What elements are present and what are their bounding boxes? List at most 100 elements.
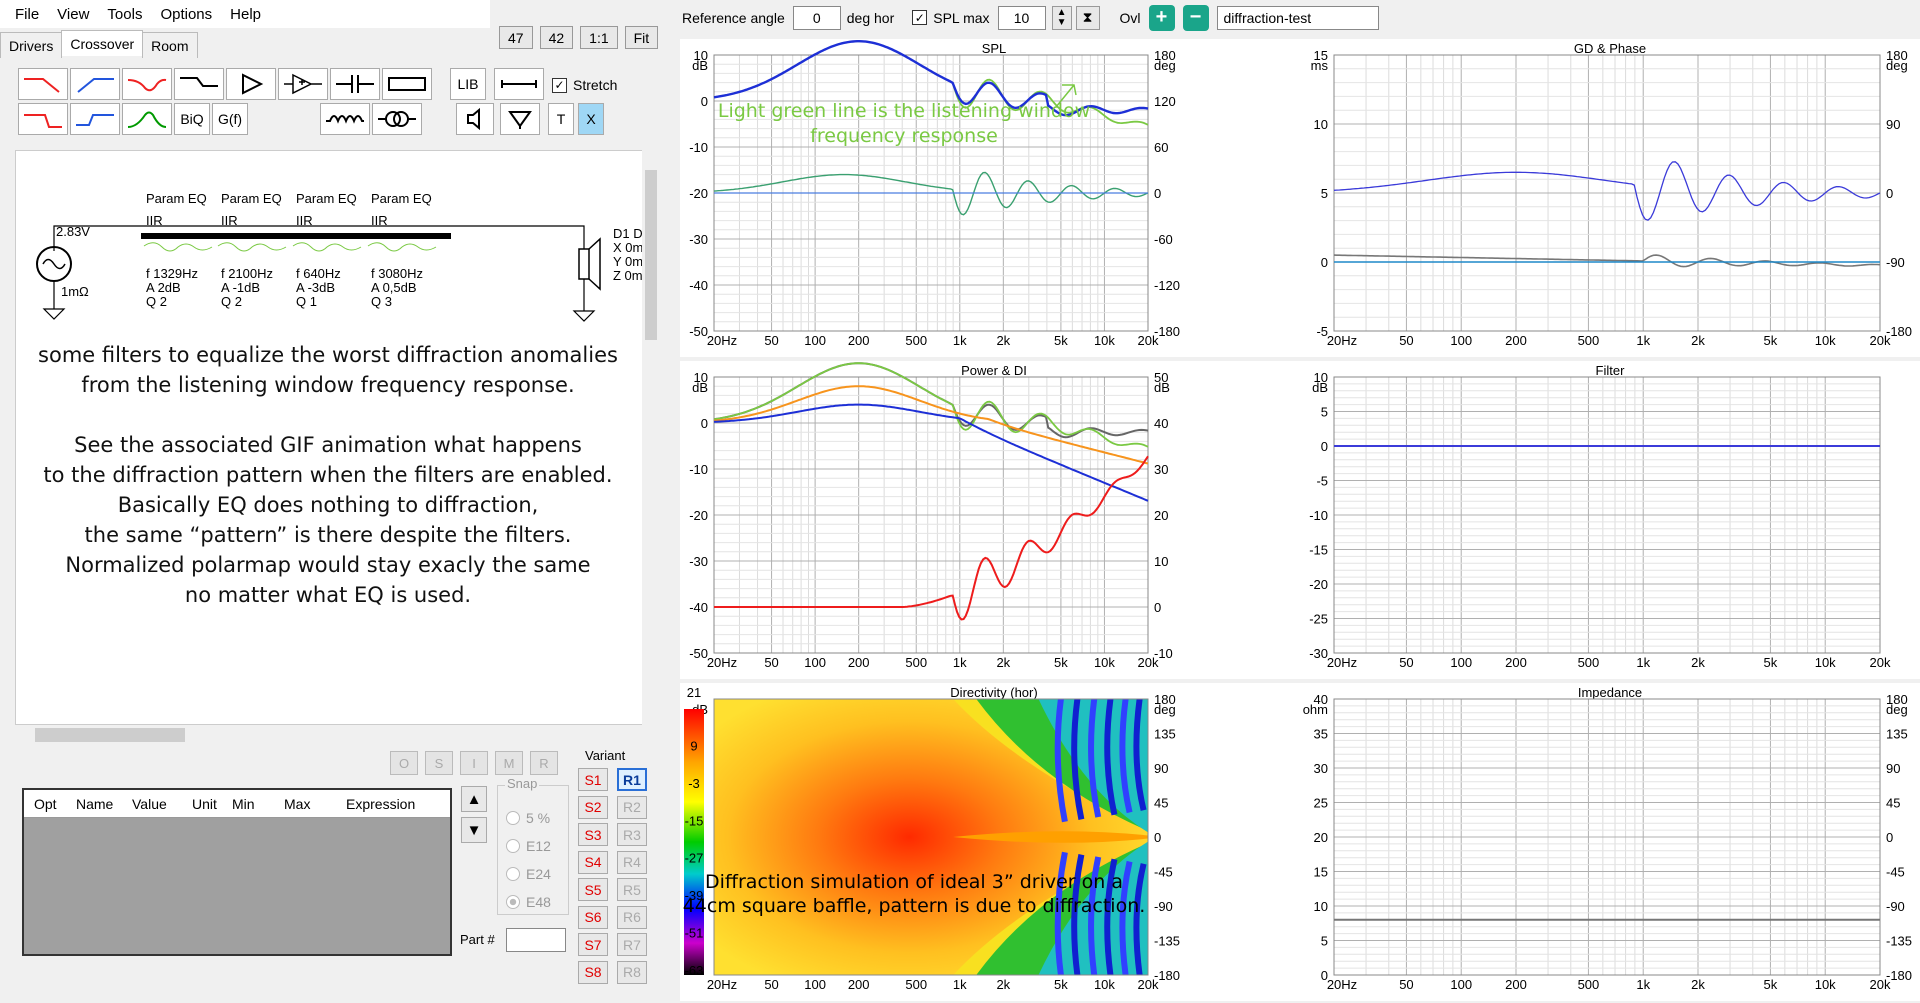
radio-button[interactable] [506, 895, 520, 909]
variant-r4-button[interactable]: R4 [617, 850, 647, 874]
schematic-canvas[interactable]: 2.83V 1mΩ Param EQ IIR f 1329Hz A 2dB Q … [15, 150, 645, 725]
vscroll-thumb[interactable] [645, 170, 657, 340]
lib-button[interactable]: LIB [450, 68, 486, 100]
fit-button[interactable]: Fit [624, 26, 659, 49]
ref-angle-input[interactable]: 0 [792, 5, 841, 30]
resistor-icon[interactable] [382, 68, 432, 100]
filter-chart[interactable]: Filter 20Hz 50 100 200 500 1k 2k 5k 10k 20k 10 5 0 -5-… [1300, 361, 1920, 679]
spl-max-checkbox[interactable]: ✓ [912, 10, 928, 25]
variant-s1-button[interactable]: S1 [578, 768, 608, 791]
bandstop-red-icon[interactable] [122, 68, 172, 100]
transformer-icon[interactable] [372, 103, 422, 135]
lowpass-alt-icon[interactable] [18, 103, 68, 135]
menu-view[interactable]: View [57, 5, 90, 23]
menu-options[interactable]: Options [160, 5, 213, 23]
radio-button[interactable] [506, 867, 520, 881]
spl-max-input[interactable]: 10 [997, 5, 1046, 30]
variant-r5-button[interactable]: R5 [617, 878, 647, 901]
opt-r-button[interactable]: R [530, 751, 558, 775]
variant-r8-button[interactable]: R8 [617, 960, 647, 984]
gd-phase-chart[interactable]: GD & Phase 20Hz 50 100 200 500 1k 2k 5k 10k 20k 15 1… [1300, 39, 1920, 357]
remove-overlay-button[interactable]: − [1182, 4, 1209, 31]
variant-r3-button[interactable]: R3 [617, 823, 647, 846]
spl-spinner[interactable]: ▲ ▼ [1051, 5, 1072, 30]
opt-s-button[interactable]: S [425, 751, 453, 775]
tab-room[interactable]: Room [142, 32, 198, 58]
impedance-chart[interactable]: Impedance 20Hz 50 100 200 500 1k 2k 5k 10k 20k 40 35… [1300, 683, 1920, 1001]
variant-r2-button[interactable]: R2 [617, 795, 647, 819]
amplifier-icon[interactable] [226, 68, 276, 100]
variant-s5-button[interactable]: S5 [578, 878, 608, 901]
menu-tools[interactable]: Tools [107, 5, 143, 23]
x-button[interactable]: X [578, 103, 604, 135]
part-number-input[interactable] [506, 928, 566, 952]
lowpass-red-icon[interactable] [18, 68, 68, 100]
y-unit-label: dB [692, 380, 708, 395]
speaker-icon[interactable] [456, 103, 494, 135]
y-tick-label: 20 [1314, 830, 1328, 845]
hourglass-icon[interactable]: ⧗ [1075, 5, 1100, 30]
menu-file[interactable]: File [15, 5, 40, 23]
variant-s7-button[interactable]: S7 [578, 933, 608, 956]
x-tick-label: 10k [1094, 333, 1115, 348]
project-name-input[interactable]: diffraction-test [1216, 5, 1379, 30]
text-button[interactable]: T [548, 103, 574, 135]
button-47[interactable]: 47 [499, 26, 533, 49]
add-overlay-button[interactable]: + [1148, 4, 1175, 31]
variant-r6-button[interactable]: R6 [617, 905, 647, 929]
variant-s3-button[interactable]: S3 [578, 823, 608, 846]
schematic-hscrollbar[interactable] [15, 725, 660, 745]
variant-s4-button[interactable]: S4 [578, 850, 608, 874]
buffer-icon[interactable] [278, 68, 328, 100]
col-min: Min [232, 795, 255, 812]
power-di-chart[interactable]: Power & DI 20Hz 50 100 200 500 1k 2k 5k 10k 20k 10 0… [680, 361, 1308, 679]
button-1-1[interactable]: 1:1 [580, 26, 618, 49]
spl-chart[interactable]: SPL 20Hz 50 100 200 500 1k 2k 5k 10k 20k 10 0 -10 -20-… [680, 39, 1308, 357]
optimizer-table[interactable]: Opt Name Value Unit Min Max Expression [22, 788, 452, 956]
variant-s2-button[interactable]: S2 [578, 795, 608, 819]
opt-i-button[interactable]: I [460, 751, 488, 775]
eq-q: Q 3 [371, 294, 392, 309]
highpass-alt-icon[interactable] [70, 103, 120, 135]
snap-option-5pct[interactable]: 5 % [506, 810, 550, 826]
delay-icon[interactable] [174, 68, 224, 100]
radio-button[interactable] [506, 839, 520, 853]
y-tick-label: 0 [1321, 255, 1328, 270]
ground-icon[interactable] [500, 103, 540, 135]
stretch-checkbox[interactable]: ✓ [552, 77, 567, 93]
variant-s8-button[interactable]: S8 [578, 960, 608, 984]
bandpass-green-icon[interactable] [122, 103, 172, 135]
button-42[interactable]: 42 [539, 26, 574, 49]
move-down-button[interactable]: ▼ [461, 817, 487, 843]
wire-icon[interactable] [494, 68, 544, 100]
variant-r1-button[interactable]: R1 [617, 768, 647, 791]
snap-option-e48[interactable]: E48 [506, 894, 551, 910]
biquad-button[interactable]: BiQ [174, 103, 210, 135]
highpass-blue-icon[interactable] [70, 68, 120, 100]
opt-m-button[interactable]: M [495, 751, 523, 775]
variant-r7-button[interactable]: R7 [617, 933, 647, 956]
stretch-option[interactable]: ✓ Stretch [552, 77, 617, 93]
opt-o-button[interactable]: O [390, 751, 418, 775]
eq-frequency: f 1329Hz [146, 266, 199, 281]
tab-drivers[interactable]: Drivers [0, 32, 63, 58]
tab-crossover[interactable]: Crossover [61, 30, 144, 56]
snap-option-e24[interactable]: E24 [506, 866, 551, 882]
transfer-function-button[interactable]: G(f) [212, 103, 248, 135]
snap-option-e12[interactable]: E12 [506, 838, 551, 854]
y2-unit-label: deg [1154, 702, 1176, 717]
menu-help[interactable]: Help [230, 5, 262, 23]
y2-tick-label: -45 [1886, 865, 1905, 880]
hscroll-thumb[interactable] [35, 728, 185, 742]
x-tick-label: 1k [953, 977, 967, 992]
plot-frame [1333, 376, 1881, 654]
radio-button[interactable] [506, 811, 520, 825]
schematic-vscrollbar[interactable] [642, 150, 660, 725]
x-tick-label: 500 [1578, 333, 1600, 348]
y2-tick-label: 90 [1886, 761, 1900, 776]
variant-s6-button[interactable]: S6 [578, 905, 608, 929]
move-up-button[interactable]: ▲ [461, 786, 487, 812]
inductor-icon[interactable] [320, 103, 370, 135]
directivity-chart[interactable]: Directivity (hor) 20Hz 50 100 200 500 1k 2k 5k 10… [680, 683, 1308, 1001]
capacitor-icon[interactable] [330, 68, 380, 100]
